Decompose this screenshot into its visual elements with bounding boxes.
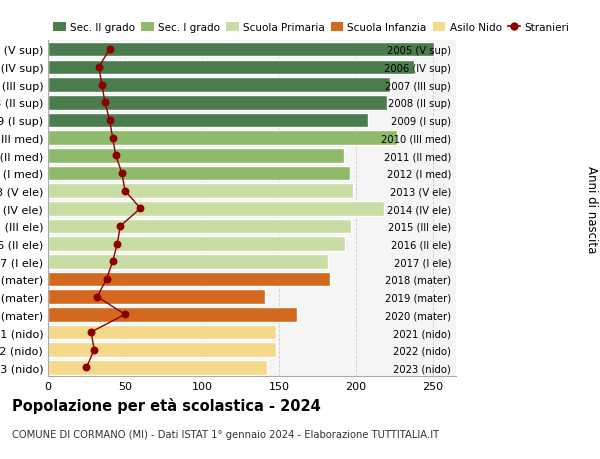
Bar	[48, 272, 330, 286]
Point	[120, 188, 130, 195]
Point	[86, 329, 96, 336]
Bar	[48, 325, 276, 340]
Point	[111, 152, 121, 160]
Text: Anni di nascita: Anni di nascita	[584, 165, 598, 252]
Point	[105, 46, 115, 54]
Point	[94, 64, 104, 72]
Legend: Sec. II grado, Sec. I grado, Scuola Primaria, Scuola Infanzia, Asilo Nido, Stran: Sec. II grado, Sec. I grado, Scuola Prim…	[53, 23, 569, 33]
Text: Popolazione per età scolastica - 2024: Popolazione per età scolastica - 2024	[12, 397, 321, 413]
Bar	[48, 61, 415, 75]
Bar	[48, 43, 434, 57]
Bar	[48, 343, 276, 357]
Point	[112, 241, 122, 248]
Point	[82, 364, 91, 371]
Bar	[48, 113, 368, 128]
Bar	[48, 149, 344, 163]
Point	[117, 170, 127, 177]
Bar	[48, 290, 265, 304]
Point	[116, 223, 125, 230]
Bar	[48, 360, 266, 375]
Bar	[48, 166, 350, 181]
Point	[108, 258, 118, 265]
Bar	[48, 255, 328, 269]
Text: COMUNE DI CORMANO (MI) - Dati ISTAT 1° gennaio 2024 - Elaborazione TUTTITALIA.IT: COMUNE DI CORMANO (MI) - Dati ISTAT 1° g…	[12, 429, 439, 439]
Point	[92, 293, 102, 301]
Point	[89, 346, 99, 353]
Bar	[48, 202, 383, 216]
Point	[105, 117, 115, 124]
Bar	[48, 78, 390, 93]
Point	[97, 82, 107, 89]
Point	[136, 205, 145, 213]
Bar	[48, 184, 353, 198]
Bar	[48, 131, 397, 146]
Point	[120, 311, 130, 319]
Point	[100, 99, 110, 106]
Bar	[48, 237, 345, 252]
Point	[102, 276, 112, 283]
Bar	[48, 96, 387, 110]
Bar	[48, 219, 352, 234]
Bar	[48, 308, 298, 322]
Point	[108, 134, 118, 142]
